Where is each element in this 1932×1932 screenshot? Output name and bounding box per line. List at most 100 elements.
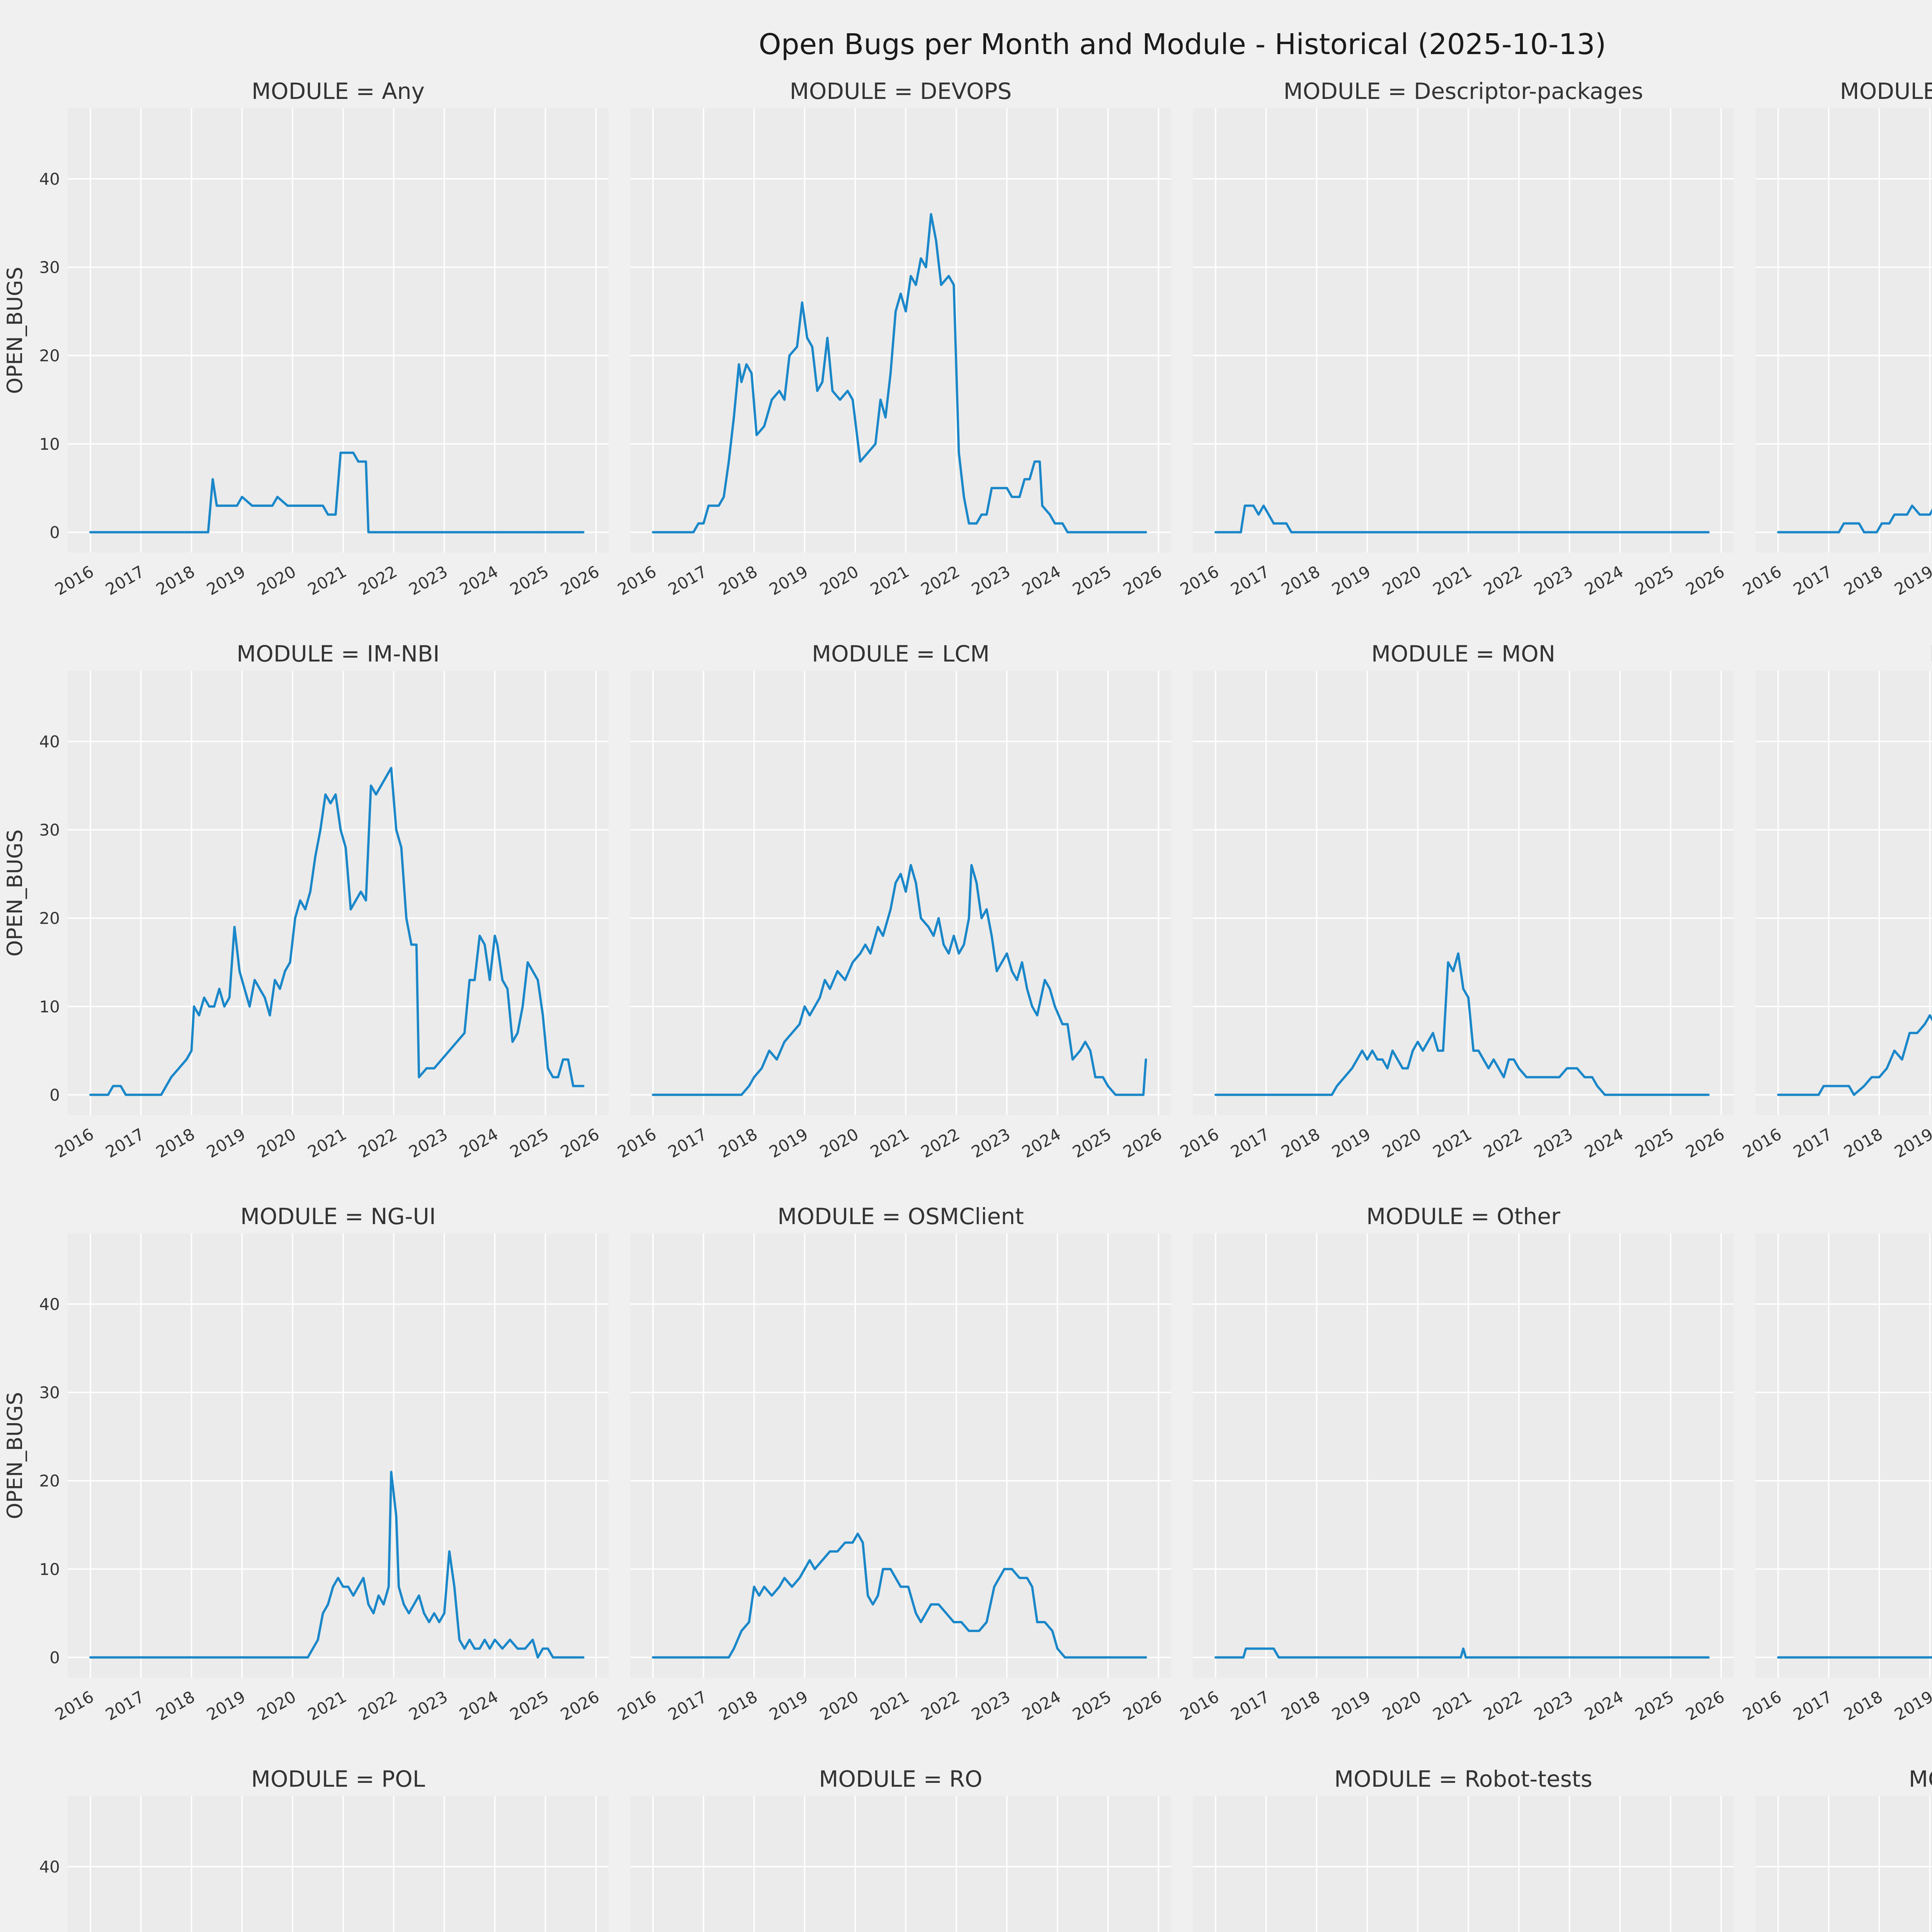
series-line <box>1214 1647 1710 1659</box>
x-tick-label: 2017 <box>1228 1687 1273 1724</box>
y-tick-label: 0 <box>49 1085 60 1104</box>
x-tick-label: 2016 <box>614 562 660 599</box>
x-tick-label: 2016 <box>1740 1124 1785 1162</box>
x-tick-label: 2019 <box>1891 562 1932 599</box>
x-tick-label: 2016 <box>1177 1687 1222 1724</box>
x-tick-label: 2025 <box>1632 1124 1677 1162</box>
x-tick-label: 2019 <box>1328 1124 1374 1162</box>
x-tick-label: 2019 <box>766 1124 811 1162</box>
x-tick-label: 2022 <box>355 1124 400 1162</box>
x-tick-label: 2016 <box>52 1124 97 1162</box>
y-tick-label: 10 <box>39 1560 60 1579</box>
facet-title: MODULE = DEVOPS <box>789 78 1012 104</box>
x-tick-label: 2020 <box>816 1687 862 1724</box>
x-tick-label: 2016 <box>52 1687 97 1724</box>
x-tick-label: 2024 <box>456 1124 502 1162</box>
facet-LCM: MODULE = LCM 2016 2017 2018 2019 2020 2021 2022… <box>614 640 1171 1202</box>
x-tick-label: 2026 <box>557 1124 602 1162</box>
x-tick-label: 2021 <box>867 562 912 599</box>
facet-Documentation / Wiki: MODULE = Documentation / Wiki20162017201… <box>1740 77 1932 640</box>
x-tick-label: 2020 <box>254 1687 299 1724</box>
x-tick-label: 2024 <box>1582 1687 1627 1724</box>
facet-title: MODULE = NG-UI <box>240 1203 436 1230</box>
facet-title: MODULE = RO <box>819 1766 983 1792</box>
y-tick-label: 10 <box>39 997 60 1016</box>
y-tick-label: 30 <box>39 1383 60 1402</box>
y-tick-label: 30 <box>39 258 60 277</box>
y-tick-label: 40 <box>39 170 60 189</box>
facet-plot: 2016201720182019202020212022202320242025… <box>1740 108 1932 599</box>
x-tick-label: 2023 <box>968 1124 1014 1162</box>
facet-POL: MODULE = POL 2016201720182019202020212022… <box>39 1765 609 1932</box>
x-tick-label: 2026 <box>1120 1124 1165 1162</box>
x-tick-label: 2016 <box>52 562 97 599</box>
facet-Robot-tests: MODULE = Robot-tests 20162017201820192020… <box>1193 1765 1734 1932</box>
facet-title: MODULE = Unknown <box>1908 1766 1932 1792</box>
x-tick-label: 2021 <box>1430 1124 1475 1162</box>
series-line <box>89 1471 585 1659</box>
y-tick-label: 40 <box>39 1295 60 1314</box>
facet-Other: MODULE = Other 2016 2017 2018 2019 2020 2021 20… <box>1177 1202 1734 1765</box>
facet-title: MODULE = IM-NBI <box>236 641 440 667</box>
x-tick-label: 2025 <box>1632 1687 1677 1724</box>
x-tick-label: 2020 <box>254 1124 299 1162</box>
x-tick-label: 2018 <box>1840 1124 1886 1162</box>
x-tick-label: 2026 <box>557 562 602 599</box>
x-tick-label: 2017 <box>665 1124 710 1162</box>
facet-title: MODULE = OSMClient <box>777 1203 1024 1230</box>
x-tick-label: 2016 <box>1740 1687 1785 1724</box>
facet-NG-UI: MODULE = NG-UI 2016 2017 2018 2019 2020 2021 20… <box>3 1202 609 1765</box>
facet-Unknown: MODULE = Unknown 201620172018201920202021… <box>1755 1765 1932 1932</box>
series-line <box>1214 504 1710 534</box>
x-tick-label: 2018 <box>153 1124 198 1162</box>
x-tick-label: 2025 <box>1069 562 1114 599</box>
x-tick-label: 2019 <box>1328 1687 1374 1724</box>
series-line <box>1777 504 1932 534</box>
series-line <box>1777 1014 1932 1096</box>
y-tick-label: 20 <box>39 909 60 928</box>
x-tick-label: 2020 <box>1379 1124 1424 1162</box>
x-tick-label: 2024 <box>1019 562 1064 599</box>
y-tick-label: 40 <box>39 732 60 751</box>
x-tick-label: 2020 <box>816 1124 862 1162</box>
x-tick-label: 2024 <box>1019 1124 1064 1162</box>
facet-OSMClient: MODULE = OSMClient 2016 2017 2018 2019 2020 20… <box>614 1202 1171 1765</box>
facet-title: MODULE = Robot-tests <box>1334 1766 1592 1792</box>
facet-plot: 2016201720182019202020212022202320242025… <box>1740 671 1932 1162</box>
series-line <box>651 864 1147 1096</box>
x-tick-label: 2020 <box>254 562 299 599</box>
x-tick-label: 2019 <box>766 1687 811 1724</box>
facet-plot: 2016201720182019202020212022202320242025… <box>1740 1233 1932 1724</box>
x-tick-label: 2024 <box>456 1687 502 1724</box>
x-tick-label: 2017 <box>102 1687 148 1724</box>
facet-plot: 2016201720182019202020212022202320242025… <box>1193 1796 1734 1932</box>
x-tick-label: 2023 <box>406 1687 451 1724</box>
x-tick-label: 2016 <box>1177 1124 1222 1162</box>
x-tick-label: 2019 <box>203 1687 248 1724</box>
facet-RO: MODULE = RO 20162017201820192020202120222… <box>630 1765 1171 1932</box>
facet-plot: 2016201720182019202020212022202320242025… <box>630 1796 1171 1932</box>
x-tick-label: 2024 <box>1019 1687 1064 1724</box>
x-tick-label: 2026 <box>1682 562 1728 599</box>
x-tick-label: 2019 <box>203 562 248 599</box>
x-tick-label: 2020 <box>816 562 862 599</box>
x-tick-label: 2017 <box>102 1124 148 1162</box>
x-tick-label: 2024 <box>1582 562 1627 599</box>
x-tick-label: 2017 <box>1790 1124 1835 1162</box>
x-tick-label: 2022 <box>355 562 400 599</box>
y-tick-label: 30 <box>39 821 60 840</box>
x-tick-label: 2018 <box>715 1124 760 1162</box>
y-tick-label: 10 <box>39 435 60 454</box>
facet-MON: MODULE = MON 2016 2017 2018 2019 2020 2021 2022… <box>1177 640 1734 1202</box>
x-tick-label: 2023 <box>968 562 1014 599</box>
y-axis-label: OPEN_BUGS <box>3 829 27 956</box>
x-tick-label: 2024 <box>1582 1124 1627 1162</box>
facet-PLA: MODULE = PLA2016201720182019202020212022… <box>1740 1202 1932 1765</box>
x-tick-label: 2022 <box>918 1687 963 1724</box>
x-tick-label: 2017 <box>1228 1124 1273 1162</box>
